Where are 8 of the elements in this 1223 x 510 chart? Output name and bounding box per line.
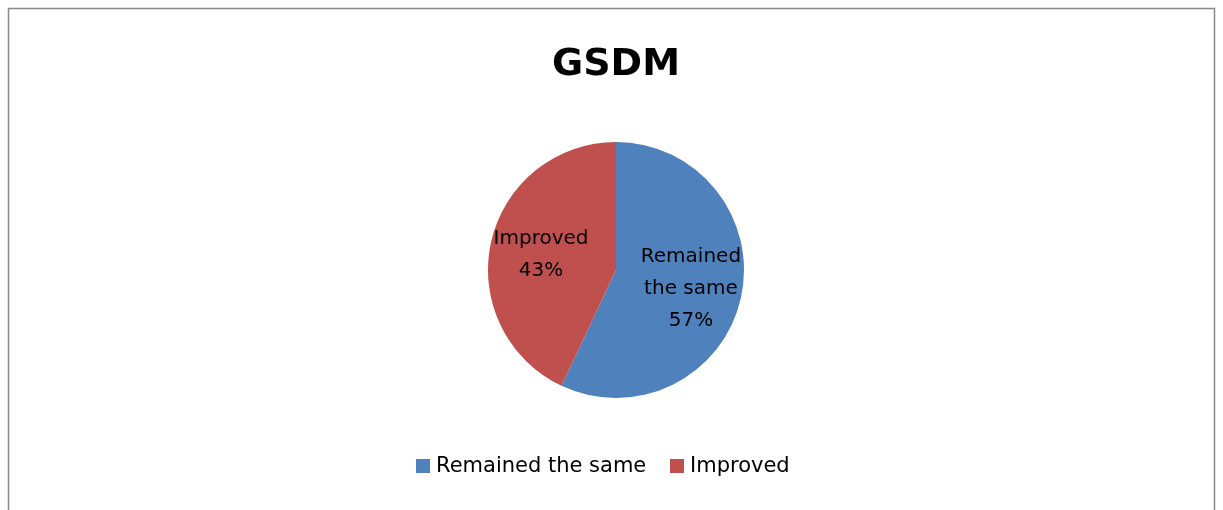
data-label: 57% [668,306,714,331]
slice-label: Remained the same [640,242,742,299]
chart-title: GSDM [552,40,680,84]
pie-slice [488,142,616,386]
data-label: 43% [518,257,564,282]
legend-label: Improved [690,453,790,477]
legend-label: Remained the same [436,453,647,477]
slice-label: Improved [493,225,589,250]
